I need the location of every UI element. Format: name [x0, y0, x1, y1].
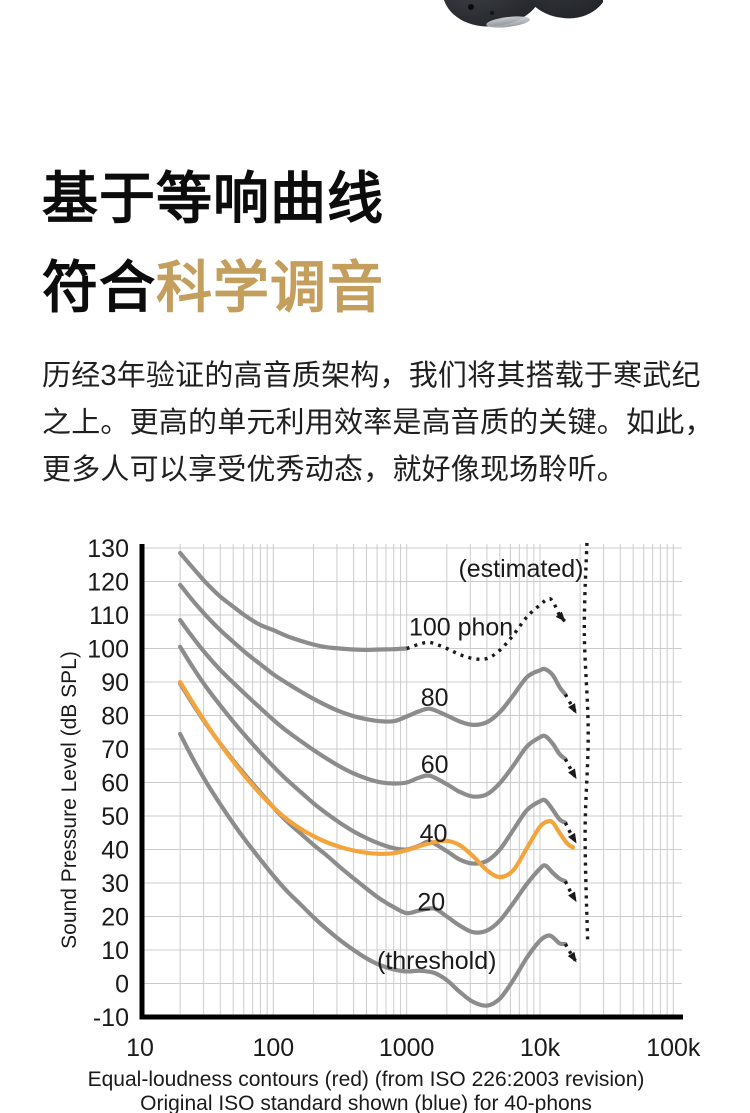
y-tick-label: 20: [101, 904, 129, 932]
y-tick-label: 80: [101, 703, 129, 731]
curve-label: 40: [420, 820, 448, 848]
y-tick-label: 10: [101, 937, 129, 965]
y-tick-label: 110: [89, 602, 129, 630]
curve-60-phon-tail: [563, 758, 579, 781]
arrowhead-100-phon-estimated: [555, 611, 566, 622]
x-tick-label: 10k: [520, 1034, 561, 1062]
equal-loudness-chart: (estimated) 100 phon 80 60 40 20 (threshold) 13…: [58, 535, 701, 1113]
x-tick-label: 100: [252, 1034, 294, 1062]
curve-80-phon-tail: [563, 693, 579, 715]
curve-label: 60: [421, 751, 449, 779]
curve-40-phon: [178, 644, 568, 866]
y-tick-label: 60: [101, 770, 129, 798]
curve-threshold: [178, 731, 568, 1008]
x-tick-label: 100k: [646, 1034, 701, 1062]
y-tick-label: 90: [101, 669, 129, 697]
curve-label: (estimated): [458, 555, 583, 583]
earbud-mic-hole-small: [490, 11, 494, 15]
arrowhead-40-phon-tail: [568, 832, 577, 844]
curve-60-phon: [178, 617, 568, 799]
headline-line2-black: 符合: [42, 255, 156, 319]
chart-caption: Equal-loudness contours (red) (from ISO …: [88, 1068, 645, 1091]
y-axis-title: Sound Pressure Level (dB SPL): [58, 651, 81, 949]
y-tick-label: 0: [115, 971, 129, 999]
x-tick-label: 10: [126, 1034, 154, 1062]
y-tick-label: 130: [87, 535, 129, 563]
y-tick-label: 30: [101, 870, 129, 898]
page-title: 基于等响曲线 符合科学调音: [42, 154, 384, 332]
y-tick-label: 70: [101, 736, 129, 764]
curve-100-phon-estimated: [406, 597, 567, 662]
curve-40-phon-tail: [563, 821, 579, 845]
y-tick-label: 100: [87, 636, 129, 664]
earbuds-photo: [428, 0, 603, 30]
curve-label: 20: [417, 888, 445, 916]
description-text: 历经3年验证的高音质架构，我们将其搭载于寒武纪之上。更高的单元利用效率是高音质的…: [42, 360, 714, 486]
arrowhead-80-phon-tail: [568, 703, 577, 714]
curve-original-iso-40-phon: [178, 679, 576, 880]
headline-line1: 基于等响曲线: [42, 166, 384, 230]
curve-estimated-limit-20k: [582, 542, 590, 944]
curve-80-phon: [178, 582, 568, 727]
y-tick-label: 40: [101, 837, 129, 865]
arrowhead-60-phon-tail: [568, 768, 577, 780]
curve-100-phon: [178, 550, 409, 652]
headline-line2-gold: 科学调音: [156, 255, 384, 319]
headline-line2: 符合科学调音: [42, 243, 384, 332]
arrowhead-threshold-tail: [567, 951, 577, 963]
earbud-mic-hole: [468, 4, 474, 10]
curve-label: (threshold): [377, 947, 497, 975]
y-tick-label: -10: [93, 1004, 129, 1032]
chart-caption: Original ISO standard shown (blue) for 4…: [140, 1092, 592, 1113]
curve-label: 80: [421, 684, 449, 712]
arrowhead-20-phon-tail: [568, 891, 577, 903]
x-tick-label: 1000: [379, 1034, 435, 1062]
y-tick-label: 50: [101, 803, 129, 831]
y-tick-label: 120: [87, 569, 129, 597]
curve-label: 100 phon: [409, 614, 513, 642]
curve-20-phon-tail: [563, 880, 579, 903]
